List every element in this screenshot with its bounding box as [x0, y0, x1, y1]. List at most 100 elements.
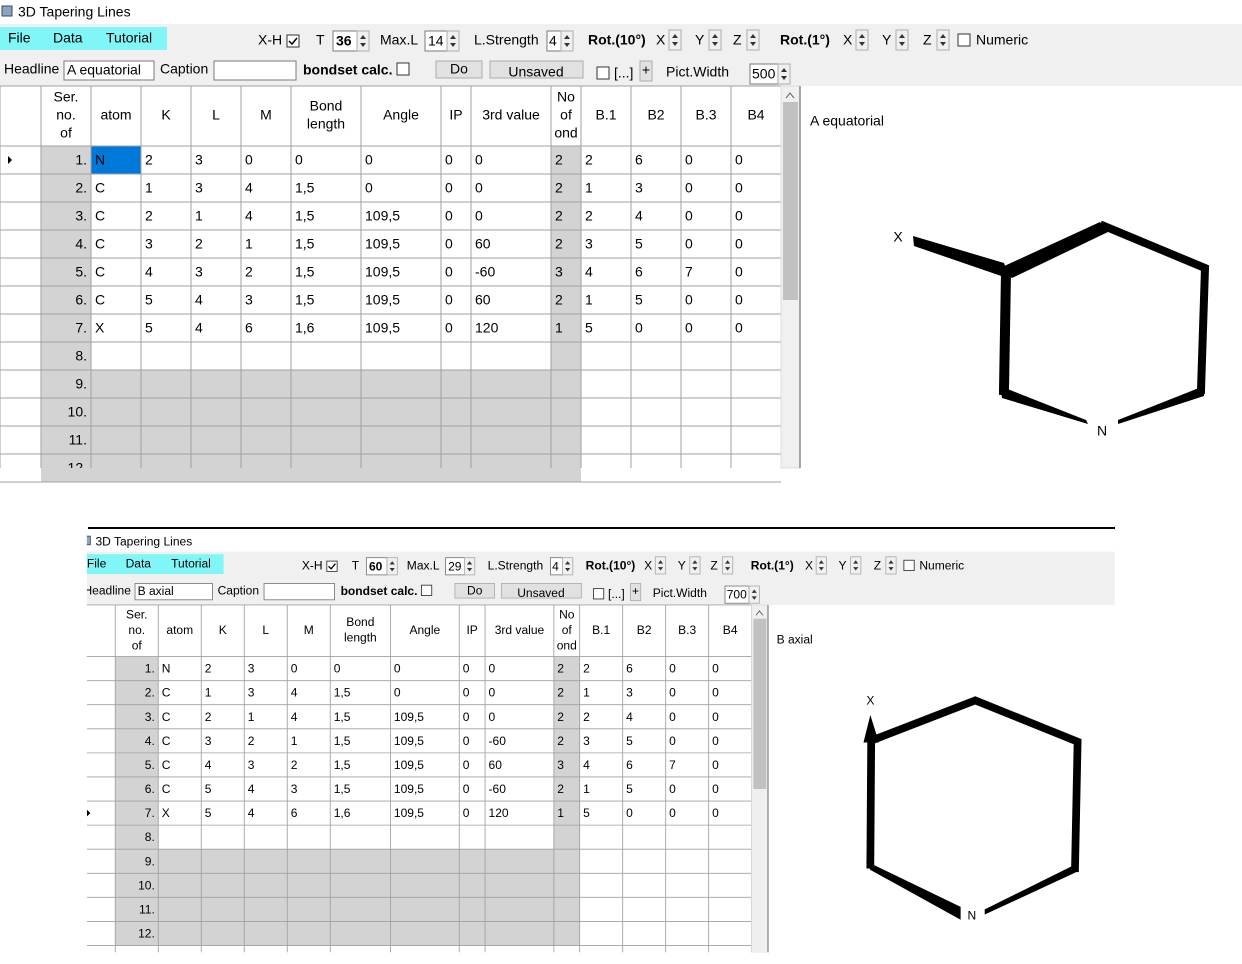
- spinner[interactable]: [777, 63, 791, 85]
- spinner[interactable]: [815, 556, 827, 575]
- button[interactable]: [489, 60, 584, 79]
- button[interactable]: [454, 583, 495, 599]
- spinner-up[interactable]: [781, 68, 787, 72]
- spinner-down[interactable]: [751, 596, 757, 600]
- button[interactable]: [435, 60, 483, 79]
- checkbox[interactable]: [957, 33, 971, 47]
- label[interactable]: Do: [467, 583, 483, 597]
- spinner-up[interactable]: [657, 560, 664, 564]
- spinner-down[interactable]: [692, 567, 698, 571]
- spinner[interactable]: [885, 556, 897, 575]
- input-box[interactable]: [213, 60, 297, 81]
- menu-item[interactable]: Tutorial: [171, 557, 211, 571]
- spinner-down[interactable]: [564, 43, 570, 47]
- spinner-down[interactable]: [859, 42, 865, 46]
- spinner-down[interactable]: [725, 567, 731, 571]
- spinner[interactable]: [562, 557, 574, 576]
- spinner-up[interactable]: [712, 34, 718, 38]
- spinner-down[interactable]: [818, 567, 824, 571]
- label[interactable]: Do: [450, 61, 468, 77]
- checkmark[interactable]: [288, 37, 298, 46]
- spinner[interactable]: [356, 30, 370, 52]
- spinner[interactable]: [708, 29, 722, 51]
- spinner-up[interactable]: [360, 35, 366, 39]
- label[interactable]: Unsaved: [517, 586, 565, 600]
- spinner-up[interactable]: [467, 561, 473, 565]
- spinner-down[interactable]: [565, 567, 571, 572]
- spinner-down[interactable]: [672, 42, 678, 46]
- scroll-up[interactable]: [785, 92, 795, 99]
- spinner-up[interactable]: [750, 34, 756, 38]
- menu-item[interactable]: File: [87, 557, 107, 571]
- scroll-thumb[interactable]: [753, 618, 767, 789]
- cell: 6: [635, 152, 643, 168]
- spinner[interactable]: [936, 29, 950, 51]
- spinner-down[interactable]: [853, 567, 859, 571]
- menu-item[interactable]: Data: [53, 30, 83, 46]
- spinner-up[interactable]: [888, 560, 894, 564]
- spinner-up[interactable]: [692, 560, 698, 564]
- spinner[interactable]: [689, 556, 701, 575]
- checkbox[interactable]: [596, 66, 610, 80]
- checkbox[interactable]: [286, 34, 300, 48]
- spinner-up[interactable]: [564, 35, 570, 39]
- spinner[interactable]: [668, 29, 682, 51]
- button[interactable]: [629, 583, 642, 602]
- input-box[interactable]: [63, 60, 155, 81]
- spinner-up[interactable]: [751, 589, 757, 593]
- menu-item[interactable]: Data: [126, 557, 152, 571]
- spinner-up[interactable]: [899, 34, 905, 38]
- spinner-down[interactable]: [888, 567, 894, 571]
- button[interactable]: [639, 60, 653, 82]
- checkmark[interactable]: [328, 563, 336, 570]
- spinner-up[interactable]: [672, 34, 678, 38]
- scroll-thumb[interactable]: [783, 102, 798, 300]
- input-value: 700: [727, 588, 747, 602]
- input-box[interactable]: [134, 583, 213, 601]
- spinner-down[interactable]: [657, 567, 664, 571]
- spinner[interactable]: [850, 556, 862, 575]
- spinner[interactable]: [746, 29, 760, 51]
- spinner-up[interactable]: [565, 561, 571, 565]
- spinner-up[interactable]: [450, 35, 456, 39]
- spinner-down[interactable]: [360, 43, 366, 47]
- spinner-up[interactable]: [853, 560, 859, 564]
- spinner[interactable]: [560, 30, 574, 52]
- spinner-down[interactable]: [781, 76, 787, 80]
- spinner-up[interactable]: [725, 560, 731, 564]
- scroll-up[interactable]: [755, 610, 764, 616]
- spinner-down[interactable]: [940, 42, 946, 46]
- spinner-down[interactable]: [899, 42, 905, 46]
- row-number: 12.: [138, 927, 155, 941]
- spinner[interactable]: [855, 29, 869, 51]
- spinner[interactable]: [721, 556, 734, 575]
- label[interactable]: +: [642, 62, 650, 78]
- spinner[interactable]: [654, 556, 667, 575]
- checkbox[interactable]: [592, 588, 605, 600]
- spinner-up[interactable]: [389, 561, 395, 565]
- cell: N: [162, 662, 171, 676]
- checkbox[interactable]: [420, 584, 433, 596]
- spinner-down[interactable]: [389, 567, 395, 572]
- input-box[interactable]: [263, 583, 335, 601]
- spinner-up[interactable]: [940, 34, 946, 38]
- checkbox[interactable]: [903, 559, 915, 571]
- label[interactable]: Unsaved: [508, 64, 563, 80]
- spinner-down[interactable]: [750, 42, 756, 46]
- spinner[interactable]: [748, 585, 760, 604]
- menu-item[interactable]: File: [8, 30, 31, 46]
- spinner[interactable]: [446, 30, 460, 52]
- checkbox[interactable]: [396, 62, 410, 76]
- spinner[interactable]: [895, 29, 909, 51]
- button[interactable]: [500, 583, 582, 599]
- spinner-up[interactable]: [818, 560, 824, 564]
- label[interactable]: +: [632, 584, 639, 598]
- spinner-up[interactable]: [859, 34, 865, 38]
- spinner[interactable]: [463, 557, 476, 576]
- spinner[interactable]: [386, 557, 398, 576]
- spinner-down[interactable]: [467, 567, 473, 572]
- menu-item[interactable]: Tutorial: [106, 30, 152, 46]
- checkbox[interactable]: [326, 560, 338, 572]
- spinner-down[interactable]: [712, 42, 718, 46]
- spinner-down[interactable]: [450, 43, 456, 47]
